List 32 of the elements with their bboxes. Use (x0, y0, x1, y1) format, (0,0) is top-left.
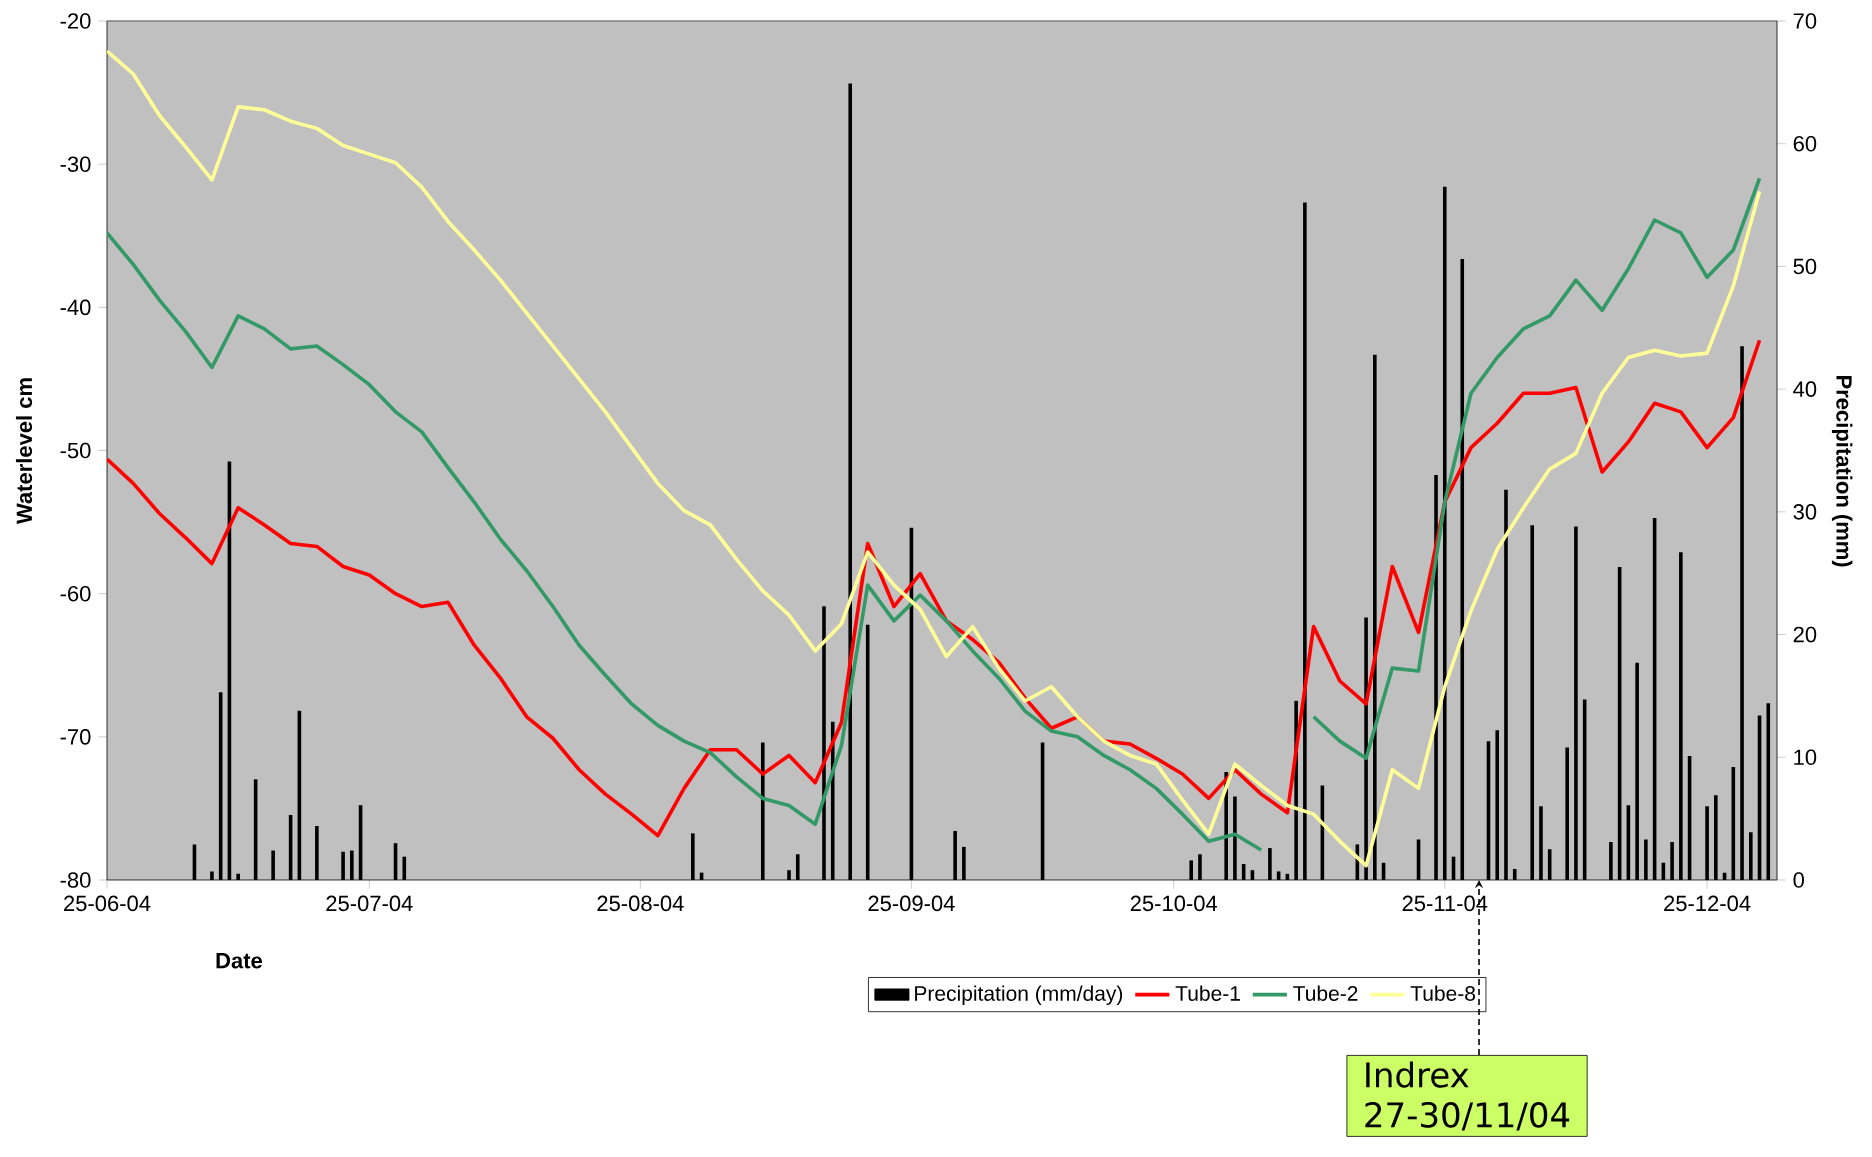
y-tick-label: -40 (60, 299, 91, 316)
y2-tick-label: 0 (1793, 872, 1804, 888)
line-series (107, 338, 1762, 838)
x-tick-label: 25-12-04 (1664, 895, 1751, 912)
y-tick-label: -60 (60, 585, 91, 602)
legend-label: Precipitation (mm/day) (915, 985, 1123, 1006)
y-tick-label: -30 (60, 156, 91, 172)
x-axis-title: Date (216, 953, 263, 969)
y-tick-label: -20 (60, 13, 91, 29)
y2-tick-label: 20 (1793, 626, 1817, 643)
y2-tick-label: 60 (1793, 135, 1817, 152)
x-tick-label: 25-07-04 (326, 895, 413, 912)
y-tick-label: -80 (60, 872, 91, 888)
legend-label: Tube-1 (1175, 985, 1240, 1001)
x-tick-label: 25-09-04 (868, 895, 955, 912)
legend-label: Tube-8 (1410, 985, 1476, 1001)
y2-tick-label: 10 (1794, 749, 1817, 766)
x-tick-label: 25-08-04 (597, 895, 684, 912)
y2-tick-label: 50 (1793, 258, 1817, 275)
x-tick-label: 25-11-04 (1402, 895, 1488, 912)
y2-tick-label: 40 (1793, 381, 1817, 397)
x-tick-label: 25-10-04 (1130, 895, 1218, 912)
y-axis-title: Waterlevel cm (15, 378, 33, 525)
text: 27-30/11/04 (1365, 1101, 1570, 1131)
y2-axis-title: Precipitation (mm) (1831, 376, 1853, 567)
y2-tick-label: 70 (1793, 13, 1817, 29)
y-tick-label: -70 (60, 729, 91, 745)
y2-tick-label: 30 (1793, 504, 1817, 520)
x-tick-label: 25-06-04 (64, 895, 151, 912)
text: Indrex (1366, 1061, 1469, 1088)
y-tick-label: -50 (60, 442, 91, 459)
legend-label: Tube-2 (1293, 985, 1358, 1001)
